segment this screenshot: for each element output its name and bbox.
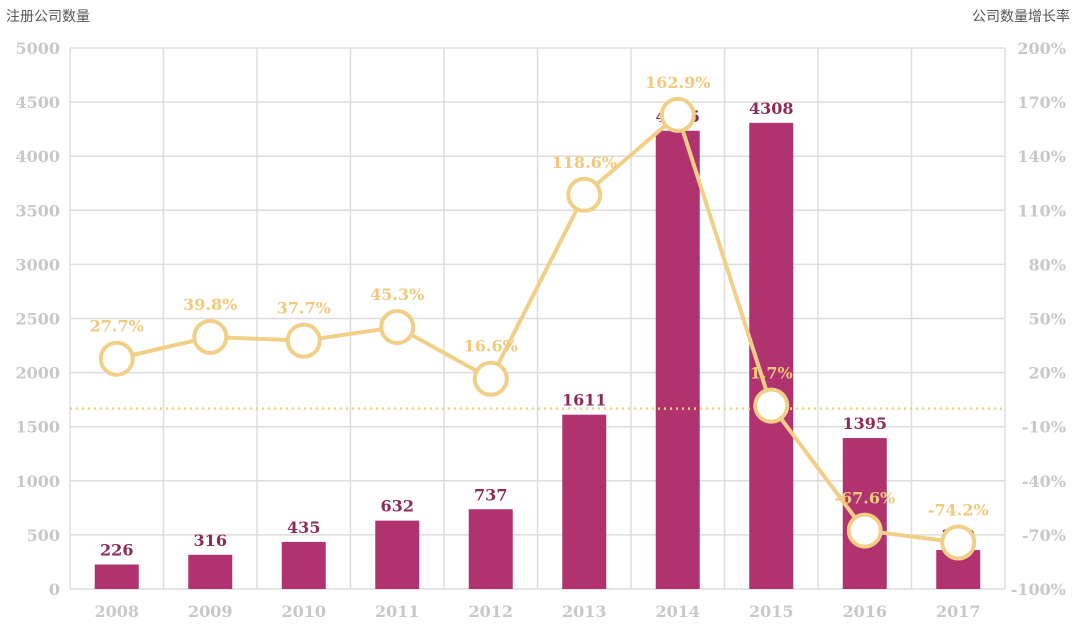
x-tick-label: 2014: [655, 602, 700, 621]
right-axis-title: 公司数量增长率: [972, 9, 1070, 25]
growth-rate-label: 45.3%: [370, 285, 424, 304]
right-tick-label: 200%: [1017, 39, 1066, 58]
left-tick-label: 4000: [15, 147, 60, 166]
bar-value-label: 737: [474, 485, 507, 504]
growth-point-marker: [566, 176, 603, 213]
x-tick-label: 2010: [281, 602, 326, 621]
left-tick-label: 5000: [15, 39, 60, 58]
growth-point-marker: [753, 387, 790, 424]
x-tick-label: 2012: [468, 602, 513, 621]
bar-value-label: 1611: [562, 391, 607, 410]
left-axis-title: 注册公司数量: [6, 9, 90, 25]
bar-value-label: 4308: [749, 99, 794, 118]
bar: [468, 509, 513, 589]
bar-value-label: 632: [381, 497, 414, 516]
x-tick-label: 2017: [936, 602, 981, 621]
growth-rate-label: 16.6%: [464, 337, 518, 356]
growth-rate-label: 118.6%: [552, 153, 617, 172]
growth-point-marker: [285, 322, 322, 359]
bar: [375, 520, 420, 589]
bar-value-labels: 2263164356327371611423543081395360: [100, 99, 975, 560]
right-tick-label: 50%: [1029, 310, 1066, 329]
growth-rate-label: 39.8%: [183, 295, 237, 314]
growth-rate-label: 162.9%: [645, 73, 710, 92]
right-tick-label: 140%: [1017, 147, 1066, 166]
right-tick-label: -10%: [1022, 418, 1066, 437]
growth-rate-label: 37.7%: [277, 299, 331, 318]
bar-value-label: 316: [194, 531, 227, 550]
bar-value-label: 226: [100, 541, 133, 560]
bar: [562, 414, 607, 589]
bar: [188, 554, 233, 589]
right-tick-label: -70%: [1022, 526, 1066, 545]
x-tick-label: 2008: [94, 602, 139, 621]
left-tick-label: 2000: [15, 364, 60, 383]
bar: [655, 130, 700, 589]
x-tick-label: 2016: [842, 602, 887, 621]
growth-rate-label: 27.7%: [90, 317, 144, 336]
right-tick-label: 80%: [1029, 255, 1066, 274]
growth-rate-line: [98, 96, 977, 561]
x-axis-ticks: 2008 2009 2010 2011 2012 2013 2014 2015 2016 2017: [94, 602, 980, 621]
right-tick-label: 170%: [1017, 93, 1066, 112]
right-tick-label: -100%: [1011, 580, 1066, 599]
growth-point-marker: [940, 524, 977, 561]
left-tick-label: 3000: [15, 255, 60, 274]
left-tick-label: 1000: [15, 472, 60, 491]
x-tick-label: 2011: [375, 602, 420, 621]
left-tick-label: 3500: [15, 201, 60, 220]
growth-line-path: [116, 112, 959, 545]
growth-point-marker: [846, 512, 883, 549]
x-tick-label: 2015: [749, 602, 794, 621]
right-tick-label: 20%: [1029, 364, 1066, 383]
bar: [281, 541, 326, 589]
bar-value-label: 1395: [842, 414, 887, 433]
left-tick-label: 0: [49, 580, 60, 599]
growth-point-marker: [192, 318, 229, 355]
bar: [94, 564, 139, 589]
growth-point-marker: [472, 360, 509, 397]
right-tick-label: -40%: [1022, 472, 1066, 491]
growth-rate-label: 1.7%: [750, 364, 793, 383]
right-axis-ticks: -100% -70% -40% -10% 20% 50% 80% 110% 140% 170% 20…: [1011, 39, 1066, 599]
growth-point-marker: [379, 308, 416, 345]
growth-rate-label: -67.6%: [834, 489, 895, 508]
growth-rate-labels: 27.7% 39.8% 37.7% 45.3% 16.6% 118.6% 162.9% 1.7…: [90, 73, 989, 520]
x-tick-label: 2013: [562, 602, 607, 621]
left-tick-label: 1500: [15, 418, 60, 437]
left-tick-label: 500: [27, 526, 60, 545]
bar-value-label: 435: [287, 518, 320, 537]
left-axis-ticks: 0 500 1000 1500 2000 2500 3000 3500 4000 4500 5000: [15, 39, 60, 599]
growth-point-marker: [659, 96, 696, 133]
left-tick-label: 2500: [15, 310, 60, 329]
x-tick-label: 2009: [188, 602, 233, 621]
growth-point-marker: [98, 340, 135, 377]
right-tick-label: 110%: [1017, 201, 1066, 220]
growth-rate-label: -74.2%: [928, 500, 989, 519]
left-tick-label: 4500: [15, 93, 60, 112]
